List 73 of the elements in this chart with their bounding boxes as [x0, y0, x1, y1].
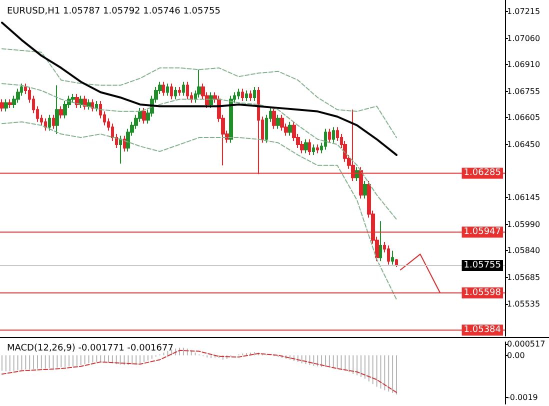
y-tick-label: 1.05990 — [507, 220, 540, 230]
candlestick — [387, 244, 390, 266]
candlestick — [245, 90, 248, 102]
ref-line-label: 1.05598 — [464, 288, 502, 298]
candlestick — [170, 83, 173, 100]
candlestick — [83, 95, 87, 110]
candlestick — [249, 90, 252, 102]
y-tick-label: 1.07060 — [507, 34, 540, 43]
candlestick — [79, 95, 83, 108]
candlestick — [44, 118, 47, 132]
y-tick-label: 1.06145 — [507, 193, 540, 202]
candlestick — [52, 114, 55, 130]
candlestick — [328, 128, 331, 144]
candlestick — [115, 134, 118, 148]
y-tick-label: 0.000517 — [507, 339, 546, 348]
candlestick — [363, 180, 367, 199]
line-series — [1, 121, 398, 300]
candlestick — [178, 86, 181, 96]
y-tick-label: 1.07215 — [507, 6, 540, 16]
candlestick — [272, 107, 276, 130]
candlestick — [324, 128, 327, 150]
candlestick — [123, 135, 126, 152]
candlestick — [186, 81, 189, 100]
candlestick — [253, 86, 256, 102]
line-series — [1, 48, 398, 138]
candlestick — [288, 121, 292, 136]
candlestick — [119, 135, 122, 164]
candlestick — [209, 92, 213, 108]
y-tick-label: -0.0019 — [507, 392, 538, 402]
candlestick — [312, 144, 315, 156]
candlestick — [162, 81, 165, 96]
ref-line-label: 1.05947 — [464, 227, 501, 238]
y-tick-label: 1.06910 — [507, 60, 540, 69]
candlestick — [0, 98, 4, 112]
candlestick — [4, 98, 8, 112]
candlestick — [332, 126, 335, 144]
candlestick — [395, 258, 398, 268]
y-tick-label: 1.05685 — [507, 273, 540, 282]
y-tick-label: 1.05535 — [507, 299, 540, 308]
candlestick — [391, 250, 394, 266]
candlestick — [95, 100, 98, 112]
candlestick — [75, 94, 79, 108]
text: EURUSD,H1 1.05787 1.05792 1.05746 1.05755 — [7, 6, 220, 16]
candlestick — [316, 144, 319, 154]
candlestick — [142, 107, 146, 124]
ref-line-label: 1.05755 — [464, 260, 501, 270]
y-tick-label: 1.06605 — [507, 113, 540, 122]
candlestick — [276, 114, 280, 130]
candlestick — [59, 106, 63, 119]
candlestick — [174, 86, 177, 100]
candlestick — [55, 84, 59, 135]
y-tick-label: 1.05840 — [507, 246, 540, 256]
candlestick — [166, 83, 169, 96]
candlestick — [8, 98, 12, 108]
candlestick — [241, 88, 244, 102]
candlestick — [304, 138, 308, 154]
chart-title: MACD(12,26,9) -0.001771 -0.001677 — [7, 344, 174, 354]
y-tick-label: 0.00 — [507, 350, 525, 360]
candlestick — [87, 98, 91, 110]
candlestick — [229, 95, 233, 144]
ref-line-label: 1.06285 — [464, 168, 501, 178]
line-series — [1, 83, 398, 220]
candlestick — [379, 220, 382, 262]
candlestick — [308, 138, 311, 156]
line-series — [0, 22, 398, 156]
y-tick-label: 1.06755 — [507, 86, 540, 96]
candlestick — [182, 81, 185, 96]
candlestick — [48, 114, 51, 132]
candlestick — [63, 100, 67, 119]
y-tick-label: 1.06450 — [507, 140, 540, 149]
candlestick — [237, 88, 240, 100]
ref-line-label: 1.05384 — [464, 325, 502, 336]
candlestick — [91, 98, 94, 112]
